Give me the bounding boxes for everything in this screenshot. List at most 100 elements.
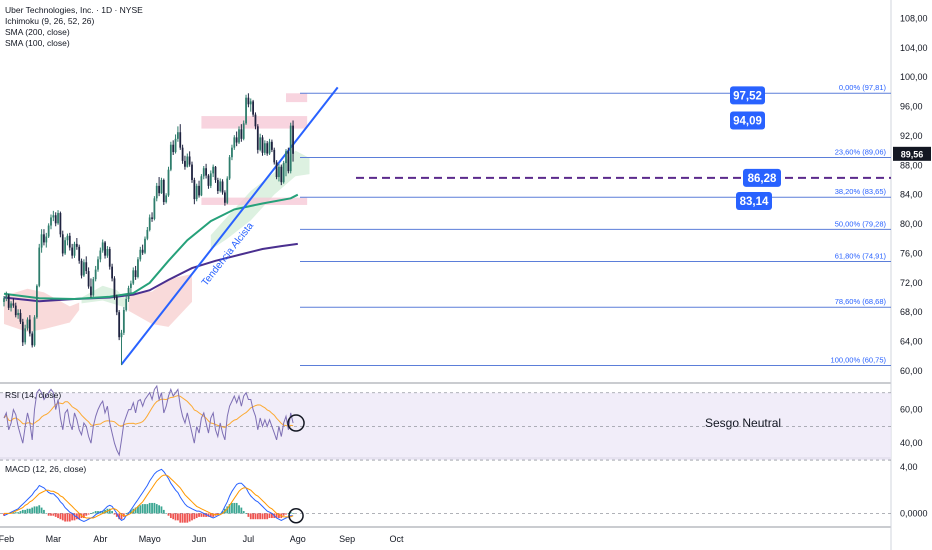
candle-body [3,298,5,302]
candle-body [245,97,247,124]
macd-histogram-bar [115,513,118,517]
candle-body [137,259,139,277]
macd-histogram-bar [177,513,179,521]
price-label-text: 94,09 [733,116,762,128]
macd-histogram-bar [90,513,92,514]
macd-histogram-bar [36,506,38,514]
candle-body [184,160,186,167]
macd-histogram-bar [252,513,254,520]
symbol-title: Uber Technologies, Inc. · 1D · NYSE [5,5,143,15]
y-tick-label: 84,00 [900,190,923,200]
candle-body [200,176,203,196]
candle-body [186,156,189,167]
candle-body [231,147,233,158]
macd-histogram-bar [233,502,236,514]
fibonacci-label: 23,60% (89,06) [835,148,887,157]
macd-histogram-bar [221,511,224,514]
macd-histogram-bar [31,507,34,514]
candle-body [64,240,66,254]
price-label-box [730,111,765,130]
y-tick-label: 88,00 [900,160,923,170]
macd-histogram-bar [235,502,238,514]
fibonacci-label: 61,80% (74,91) [835,251,887,260]
macd-histogram-bar [256,513,259,520]
indicator-ichimoku[interactable]: Ichimoku (9, 26, 52, 26) [5,16,95,26]
candle-body [242,123,245,139]
macd-histogram-bar [278,513,280,519]
macd-histogram-bar [165,513,168,514]
macd-histogram-bar [19,511,22,514]
candle-body [165,195,168,203]
candle-body [287,151,290,172]
candle-body [28,319,31,334]
macd-histogram-bar [158,505,160,514]
rsi-highlight-circle [287,414,305,432]
macd-histogram-bar [139,505,142,514]
rsi-title[interactable]: RSI (14, close) [5,390,62,400]
candle-body [36,285,38,318]
macd-histogram-bar [287,513,290,514]
candle-body [52,215,55,218]
fibonacci-label: 38,20% (83,65) [835,187,887,196]
macd-histogram-bar [254,513,257,520]
macd-histogram-bar [50,513,52,516]
macd-histogram-bar [195,513,198,519]
macd-signal-line [4,474,294,519]
macd-title[interactable]: MACD (12, 26, close) [5,464,87,474]
candle-body [282,163,285,183]
candle-body [212,166,215,174]
x-tick-label: Mayo [139,534,161,544]
candle-body [134,270,137,277]
candle-body [127,287,130,299]
indicator-sma100[interactable]: SMA (100, close) [5,38,70,48]
candle-body [101,242,104,251]
last-price-value: 89,56 [901,149,924,159]
y-tick-label: 100,00 [900,72,928,82]
candle-body [174,138,177,153]
fibonacci-label: 100,00% (60,75) [831,355,887,364]
macd-histogram-bar [101,511,104,514]
candle-body [66,235,69,241]
macd-histogram-bar [263,513,266,520]
candle-body [12,303,15,306]
price-label-box [743,168,781,187]
candle-body [19,312,22,322]
candle-body [188,156,191,165]
candle-body [94,269,97,280]
macd-histogram-bar [68,513,71,522]
candle-body [26,319,29,329]
price-zone [201,116,308,129]
candle-body [181,147,184,161]
macd-histogram-bar [85,513,88,516]
macd-histogram-bar [10,512,12,514]
candle-body [191,164,193,180]
macd-histogram-bar [59,513,62,520]
macd-histogram-bar [108,508,111,514]
macd-histogram-bar [228,504,231,514]
macd-histogram-bar [3,513,5,516]
candle-body [162,179,165,203]
macd-histogram-bar [14,512,17,514]
y-tick-label: 60,00 [900,366,923,376]
candle-body [92,279,95,296]
macd-histogram-bar [289,512,292,514]
macd-histogram-bar [285,513,287,515]
macd-histogram-bar [113,513,116,515]
macd-histogram-bar [282,513,285,516]
macd-histogram-bar [247,513,250,517]
macd-histogram-bar [24,509,27,514]
candle-body [160,179,163,194]
candle-body [57,213,59,224]
macd-histogram-bar [134,507,137,514]
x-tick-label: Ago [290,534,306,544]
candle-body [146,229,149,239]
macd-histogram-bar [141,504,144,514]
candle-body [153,198,156,219]
macd-line [3,468,294,523]
candle-body [106,249,109,256]
candle-body [271,141,273,150]
macd-histogram-bar [249,513,252,520]
indicator-sma200[interactable]: SMA (200, close) [5,27,70,37]
sma100-line [3,193,299,301]
macd-histogram-bar [73,513,76,521]
